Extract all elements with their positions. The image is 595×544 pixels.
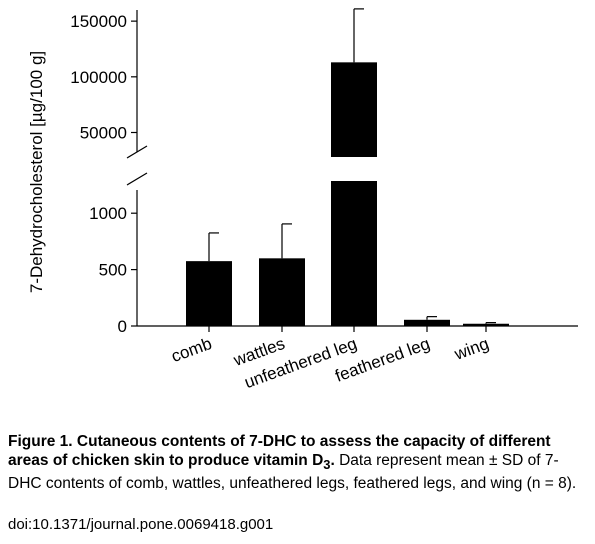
y-tick-label: 100000 <box>70 68 127 87</box>
figure-caption: Figure 1. Cutaneous contents of 7-DHC to… <box>8 432 588 493</box>
doi-text: doi:10.1371/journal.pone.0069418.g001 <box>8 516 274 533</box>
axes: 0 500 1000 50000 100000 150000 <box>70 10 578 336</box>
y-tick-label: 150000 <box>70 12 127 31</box>
y-tick-label: 50000 <box>80 124 127 143</box>
bar <box>404 319 450 326</box>
y-tick-label: 0 <box>118 317 127 336</box>
bar <box>259 258 305 326</box>
bar <box>186 261 232 326</box>
bar <box>331 181 377 326</box>
x-tick-label: comb <box>169 334 215 366</box>
axis-break-mark <box>126 145 148 159</box>
bar <box>331 62 377 157</box>
y-tick-label: 1000 <box>89 204 127 223</box>
bars <box>186 8 509 326</box>
bar <box>463 323 509 326</box>
caption-text: Data represent mean ± SD of 7-DHC conten… <box>8 452 577 493</box>
caption-subscript: 3 <box>323 457 331 473</box>
x-tick-label: wing <box>451 334 491 364</box>
y-axis-label: 7-Dehydrocholesterol [µg/100 g] <box>27 51 46 293</box>
caption-title: Figure 1. Cutaneous contents of 7-DHC to… <box>8 433 551 473</box>
bar-break-gap <box>330 157 378 181</box>
bar-chart: 7-Dehydrocholesterol [µg/100 g] 0 500 1000… <box>27 8 578 392</box>
axis-break-mark <box>126 172 148 186</box>
y-tick-label: 500 <box>99 261 127 280</box>
